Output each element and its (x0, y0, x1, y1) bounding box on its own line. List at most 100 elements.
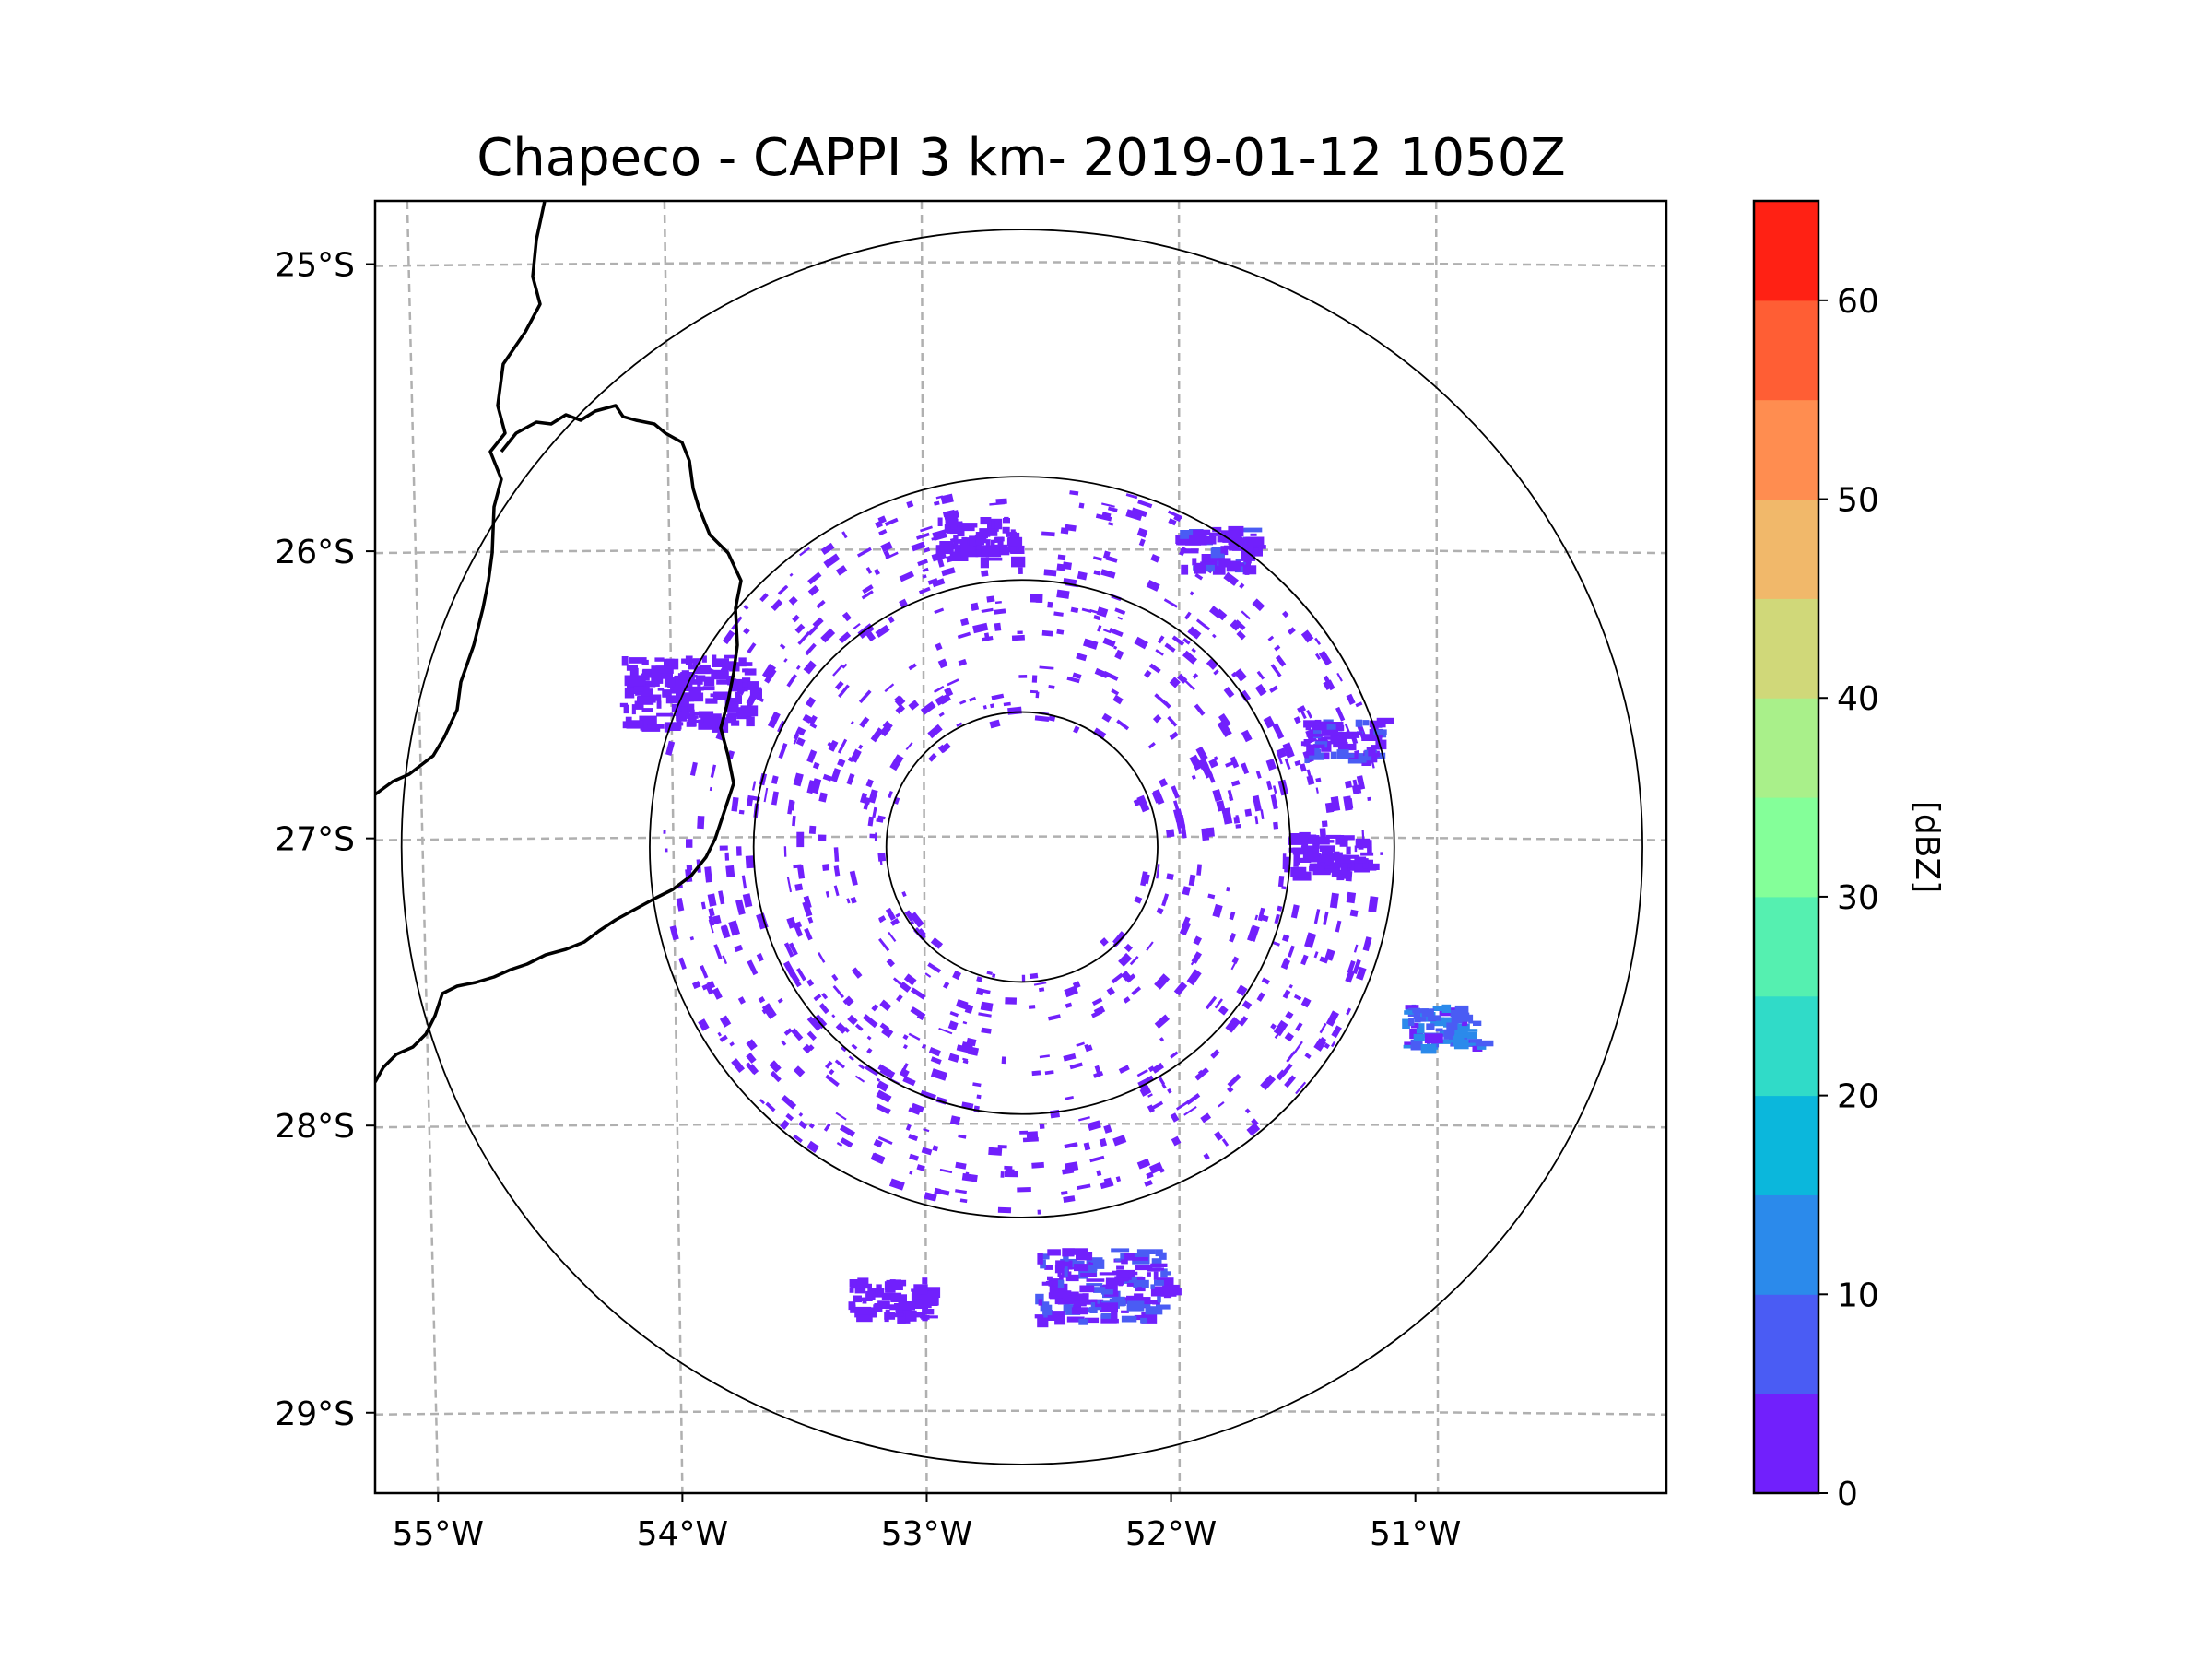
echo-speck (1207, 893, 1216, 900)
echo-speck (916, 1164, 925, 1171)
echo-speck (841, 531, 848, 539)
echo-speck (930, 1068, 948, 1081)
echo-cluster-1 (1084, 1317, 1100, 1324)
echo-speck (944, 687, 954, 698)
echo-speck (1290, 904, 1300, 919)
echo-cluster-3 (1293, 866, 1307, 873)
echo-speck (1318, 650, 1333, 666)
echo-speck (1227, 789, 1234, 802)
echo-cluster-0 (631, 704, 636, 715)
echo-cluster-6 (1201, 554, 1213, 564)
echo-speck (1001, 1056, 1006, 1065)
echo-speck (734, 944, 744, 953)
echo-speck (806, 1030, 817, 1041)
echo-speck (1227, 1086, 1234, 1093)
echo-cluster-3 (1334, 854, 1351, 864)
echo-speck (1037, 1209, 1041, 1215)
echo-cluster-0 (702, 713, 722, 724)
echo-speck (1100, 1180, 1114, 1190)
echo-cluster-1 (1073, 1300, 1087, 1307)
echo-speck (901, 890, 907, 898)
echo-speck (1218, 1005, 1229, 1016)
echo-speck (1171, 635, 1185, 646)
echo-cluster-1 (1153, 1271, 1159, 1280)
echo-cluster-0 (683, 696, 694, 702)
echo-speck (1164, 642, 1176, 653)
echo-speck (737, 996, 746, 1005)
echo-speck (713, 944, 723, 960)
echo-speck (686, 839, 693, 848)
echo-cluster-0 (685, 679, 703, 685)
echo-speck (884, 683, 895, 693)
echo-speck (940, 493, 954, 505)
echo-speck (959, 700, 967, 705)
echo-speck (979, 988, 991, 994)
echo-speck (976, 1094, 982, 1100)
echo-speck (823, 553, 841, 569)
echo-speck (1030, 594, 1043, 603)
echo-cluster-0 (740, 705, 759, 717)
echo-speck (832, 984, 845, 998)
echo-speck (877, 815, 886, 820)
echo-cluster-2 (1324, 752, 1330, 760)
echo-speck (858, 744, 864, 750)
echo-speck (866, 1047, 873, 1054)
echo-speck (988, 1147, 1003, 1156)
echo-speck (841, 663, 848, 669)
echo-cluster-0 (724, 707, 742, 712)
echo-speck (908, 663, 917, 671)
echo-speck (896, 994, 903, 1002)
echo-speck (1353, 944, 1359, 953)
echo-speck (1191, 648, 1196, 653)
echo-speck (1272, 785, 1277, 794)
echo-speck (1329, 892, 1339, 909)
echo-cluster-5 (923, 1298, 938, 1306)
echo-cluster-5 (912, 1303, 928, 1309)
echo-speck (1089, 1155, 1105, 1163)
echo-speck (1355, 701, 1363, 708)
echo-cluster-5 (849, 1279, 858, 1288)
echo-speck (785, 1112, 794, 1122)
echo-speck (759, 593, 769, 603)
echo-speck (806, 749, 818, 763)
echo-speck (1284, 1031, 1294, 1042)
echo-cluster-1 (1107, 1305, 1118, 1312)
echo-cluster-5 (892, 1312, 900, 1318)
echo-cluster-7 (957, 526, 965, 537)
border-line-0 (375, 201, 547, 796)
echo-speck (795, 736, 806, 747)
echo-speck (835, 1022, 848, 1034)
echo-speck (1077, 571, 1088, 581)
echo-speck (1115, 1176, 1122, 1182)
echo-speck (1260, 809, 1265, 819)
echo-speck (808, 825, 817, 834)
echo-cluster-3 (1339, 839, 1348, 847)
echo-cluster-6 (1234, 562, 1249, 573)
echo-speck (1227, 1074, 1241, 1088)
echo-speck (1003, 701, 1011, 707)
echo-speck (877, 1135, 893, 1145)
echo-speck (1112, 931, 1126, 947)
echo-speck (947, 1053, 960, 1063)
echo-cluster-1 (1147, 1272, 1151, 1277)
echo-cluster-2 (1330, 751, 1337, 759)
echo-speck (701, 983, 709, 991)
echo-speck (986, 971, 993, 975)
echo-speck (981, 607, 994, 614)
echo-speck (870, 727, 884, 743)
echo-speck (894, 695, 903, 704)
echo-speck (1181, 824, 1187, 839)
colorbar-swatch (1754, 1095, 1818, 1195)
echo-speck (1161, 893, 1170, 907)
echo-speck (1255, 771, 1262, 779)
echo-speck (756, 953, 764, 962)
echo-cluster-0 (693, 658, 701, 665)
echo-speck (1063, 1195, 1076, 1203)
echo-cluster-1 (1038, 1253, 1050, 1260)
echo-cluster-2 (1326, 724, 1336, 730)
echo-speck (704, 866, 712, 883)
echo-cluster-7 (1003, 518, 1010, 524)
echo-cluster-1 (1150, 1284, 1155, 1289)
echo-speck (1081, 607, 1092, 613)
echo-speck (854, 1075, 865, 1083)
